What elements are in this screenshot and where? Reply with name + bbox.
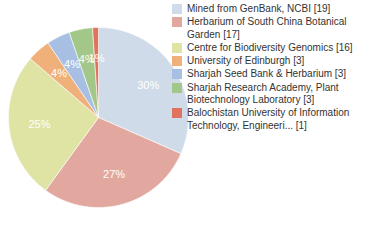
html-text:Centre for Biodiversity Genomi: Centre for Biodiversity Genomics [16] (187, 41, 353, 53)
svg-text:1%: 1% (89, 52, 105, 64)
html-text:University of Edinburgh [3]: University of Edinburgh [3] (187, 55, 305, 67)
html-text:Sharjah Research Academy, Plan: Sharjah Research Academy, Plant Biotechn… (187, 81, 339, 106)
svg-text:4%: 4% (78, 52, 95, 65)
svg-text:27%: 27% (103, 168, 125, 180)
html-text:Herbarium of South China Botan: Herbarium of South China Botanical Garde… (187, 16, 347, 40)
svg-text:30%: 30% (137, 79, 159, 91)
svg-text:4%: 4% (64, 58, 80, 70)
html-text:Balochistan University of Info: Balochistan University of Information Te… (187, 107, 350, 131)
html-text:Sharjah Seed Bank & Herbarium: Sharjah Seed Bank & Herbarium [3] (187, 68, 346, 80)
html-text:Mined from GenBank, NCBI [19]: Mined from GenBank, NCBI [19] (187, 3, 331, 14)
svg-text:4%: 4% (51, 66, 67, 79)
svg-text:25%: 25% (28, 118, 50, 130)
